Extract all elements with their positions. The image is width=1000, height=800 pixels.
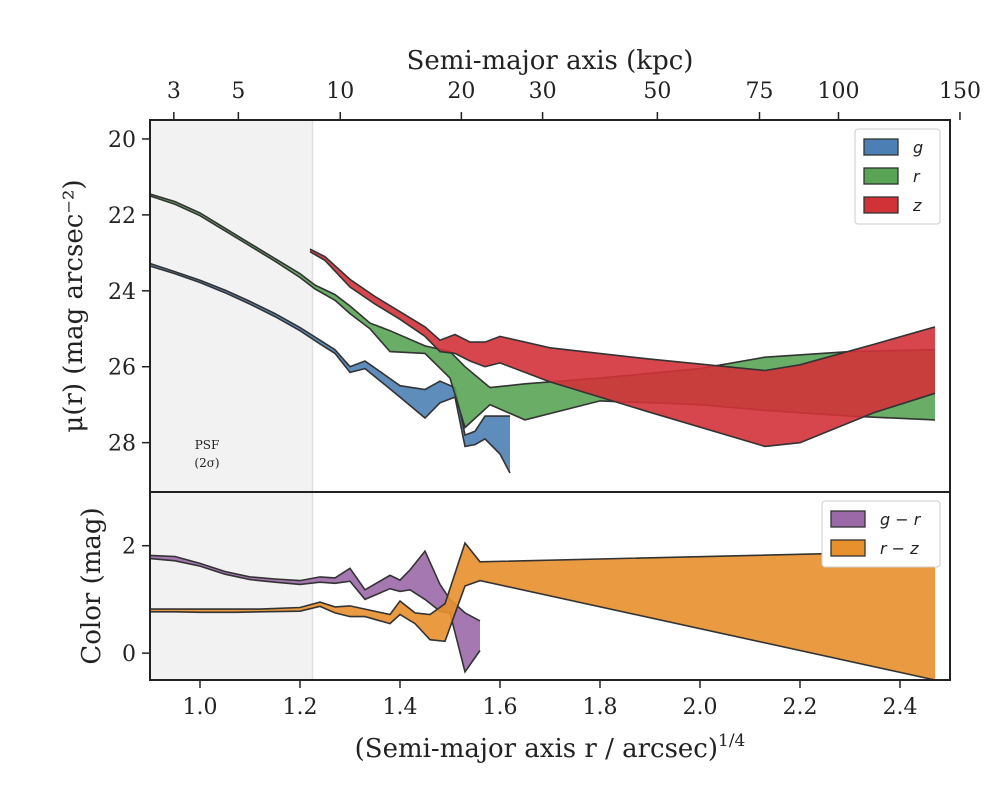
legend-swatch-g_minus_r (830, 510, 866, 528)
x-axis-title-exponent: 1/4 (718, 731, 745, 751)
band-g_minus_r (150, 551, 480, 672)
surface-brightness-panel: 20 22 24 26 28 3 5 10 20 30 50 75 100 150 grz (108, 79, 981, 492)
legend-bottom: g − r r − z (821, 500, 941, 568)
legend-label-r: r (913, 167, 921, 186)
kpc-tick-label-20: 20 (447, 79, 475, 104)
band-g_minus_r-upper-edge (150, 549, 481, 622)
ytick-label-22: 22 (108, 204, 136, 229)
legend-label-g: g (913, 138, 923, 157)
kpc-tick-label-50: 50 (643, 79, 671, 104)
surface-brightness-ylabel: μ(r) (mag arcsec⁻²) (59, 179, 89, 432)
color-ytick-label-0: 0 (122, 642, 136, 667)
xtick-label-1.6: 1.6 (483, 695, 518, 720)
psf-label: PSF (2σ) (194, 438, 219, 470)
band-r_minus_z (150, 543, 935, 680)
kpc-tick-label-150: 150 (939, 79, 981, 104)
xtick-label-1: 1.0 (183, 695, 218, 720)
psf-region-bottom (150, 492, 313, 680)
color-ylabel: Color (mag) (77, 507, 107, 664)
legend-label-r_minus_z: r − z (880, 539, 919, 558)
band-g-upper-edge (150, 262, 510, 437)
top-axis-title: Semi-major axis (kpc) (407, 46, 694, 76)
kpc-tick-label-5: 5 (231, 79, 245, 104)
legend-label-g_minus_r: g − r (880, 510, 922, 529)
psf-label-line2: (2σ) (194, 456, 219, 470)
color-frame (149, 491, 951, 681)
series-g-group (150, 262, 511, 474)
series-z-group (309, 248, 936, 448)
kpc-tick-label-10: 10 (326, 79, 354, 104)
x-axis-title-base: (Semi-major axis r / arcsec) (355, 734, 718, 764)
legend-swatch-r_minus_z (830, 539, 866, 557)
legend-swatch-g (863, 138, 899, 156)
xtick-label-1.8: 1.8 (583, 695, 618, 720)
ytick-label-26: 26 (108, 356, 136, 381)
psf-region-top (150, 120, 313, 492)
xtick-label-1.4: 1.4 (383, 695, 418, 720)
ytick-label-28: 28 (108, 432, 136, 457)
ytick-label-20: 20 (108, 128, 136, 153)
kpc-tick-label-75: 75 (745, 79, 773, 104)
xtick-label-2.4: 2.4 (883, 695, 918, 720)
band-r_minus_z-lower-edge (150, 579, 936, 680)
color-ytick-label-2: 2 (122, 535, 136, 560)
psf-label-line1: PSF (195, 438, 220, 452)
ytick-label-24: 24 (108, 280, 136, 305)
band-g-lower-edge (150, 265, 511, 474)
legend-swatch-z (863, 196, 899, 214)
band-z-upper-edge (309, 248, 936, 372)
legend-top: grz (854, 128, 941, 225)
xtick-label-2: 2.0 (683, 695, 718, 720)
xtick-label-1.2: 1.2 (283, 695, 318, 720)
color-panel: 0 2 1.0 1.2 1.4 1.6 1.8 2.0 2.2 2.4 g − r r − z (122, 492, 941, 720)
kpc-tick-label-3: 3 (167, 79, 181, 104)
legend-label-z: z (912, 196, 922, 215)
band-z (310, 249, 935, 447)
x-axis-title: (Semi-major axis r / arcsec)1/4 (355, 731, 746, 764)
legend-swatch-r (863, 167, 899, 185)
kpc-tick-label-100: 100 (818, 79, 860, 104)
series-r-minus-z-group (150, 541, 936, 680)
band-z-lower-edge (309, 251, 936, 448)
band-r_minus_z-upper-edge (150, 541, 936, 616)
xtick-label-2.2: 2.2 (783, 695, 818, 720)
kpc-tick-label-30: 30 (529, 79, 557, 104)
